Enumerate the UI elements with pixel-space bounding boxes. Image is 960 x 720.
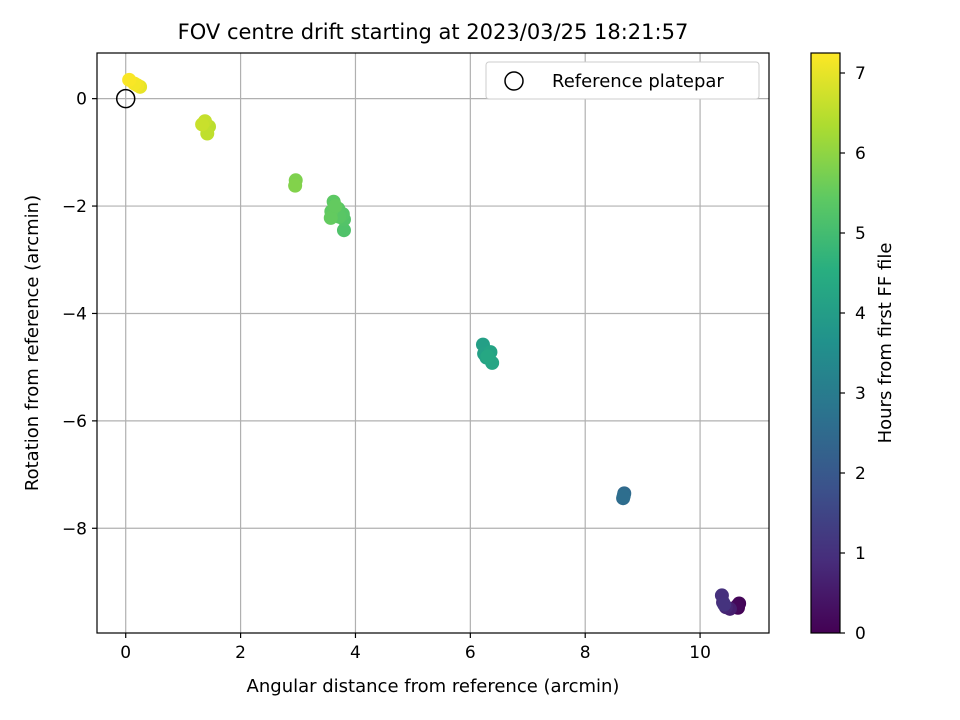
legend: Reference platepar [485, 61, 760, 100]
colorbar: 0 1 2 3 4 5 6 7 Hours from first FF file [810, 52, 896, 644]
y-tick-label: −2 [62, 197, 87, 217]
y-axis-ticks: 0 −2 −4 −6 −8 [62, 90, 97, 539]
data-point [195, 117, 210, 132]
data-point [336, 223, 351, 238]
data-point [480, 349, 495, 364]
colorbar-ticks: 0 1 2 3 4 5 6 7 [840, 64, 866, 644]
x-tick-label: 0 [120, 643, 131, 663]
colorbar-tick-label: 0 [855, 624, 866, 644]
x-tick-label: 8 [580, 643, 591, 663]
colorbar-frame [810, 52, 841, 634]
data-point [717, 597, 732, 612]
grid [97, 53, 769, 633]
y-tick-label: −4 [62, 304, 87, 324]
colorbar-label: Hours from first FF file [875, 243, 896, 444]
plot-frame [96, 52, 770, 634]
legend-box [485, 61, 760, 100]
colorbar-tick-label: 2 [855, 464, 866, 484]
legend-marker [504, 71, 524, 91]
x-tick-label: 2 [235, 643, 246, 663]
x-axis-label: Angular distance from reference (arcmin) [247, 676, 620, 697]
y-axis-label: Rotation from reference (arcmin) [22, 195, 43, 491]
colorbar-tick-label: 4 [855, 304, 866, 324]
chart-title: FOV centre drift starting at 2023/03/25 … [178, 20, 689, 44]
colorbar-tick-label: 7 [855, 64, 866, 84]
data-point [288, 178, 303, 193]
colorbar-tick-label: 6 [855, 144, 866, 164]
y-tick-label: 0 [76, 90, 87, 110]
x-tick-label: 10 [689, 643, 711, 663]
data-point [323, 210, 338, 225]
colorbar-tick-label: 3 [855, 384, 866, 404]
x-axis-ticks: 0 2 4 6 8 10 [120, 633, 711, 663]
colorbar-tick-label: 5 [855, 224, 866, 244]
colorbar-gradient [811, 53, 840, 633]
x-tick-label: 6 [465, 643, 476, 663]
legend-entry: Reference platepar [552, 71, 724, 92]
data-point [616, 489, 631, 504]
data-point [328, 199, 343, 214]
reference-marker [115, 88, 136, 109]
data-point [122, 72, 137, 87]
data-points [122, 72, 747, 616]
colorbar-tick-label: 1 [855, 544, 866, 564]
y-tick-label: −8 [62, 519, 87, 539]
y-tick-label: −6 [62, 412, 87, 432]
x-tick-label: 4 [350, 643, 361, 663]
